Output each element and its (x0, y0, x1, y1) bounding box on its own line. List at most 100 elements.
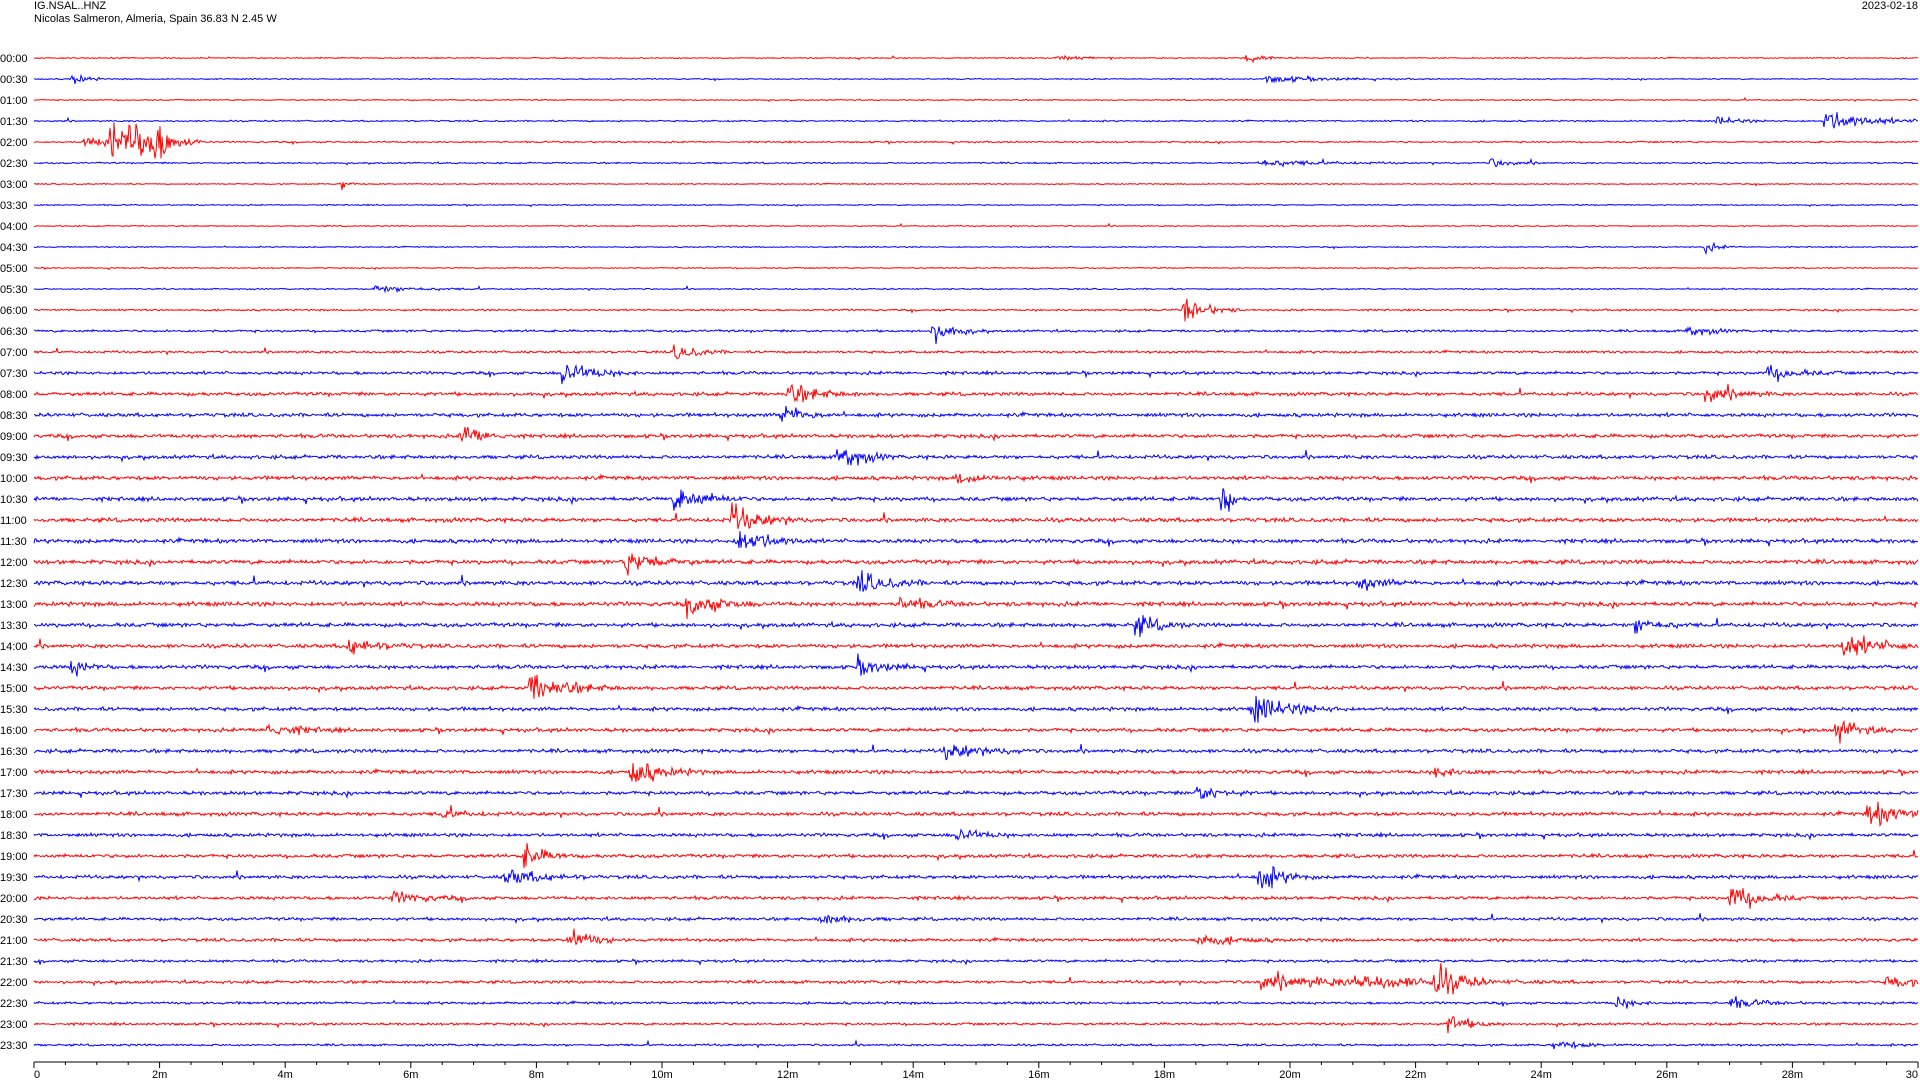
trace-row (33, 674, 1919, 699)
trace-row (33, 157, 1919, 168)
row-time-label: 23:30 (0, 1040, 28, 1052)
trace-row (33, 615, 1919, 638)
row-time-label: 06:00 (0, 305, 28, 317)
row-time-label: 16:30 (0, 746, 28, 758)
row-time-label: 01:30 (0, 116, 28, 128)
trace-row (33, 928, 1919, 946)
trace-row (33, 112, 1919, 129)
trace-row (33, 298, 1919, 322)
row-time-label: 18:30 (0, 830, 28, 842)
row-time-label: 18:00 (0, 809, 28, 821)
trace-row (33, 957, 1919, 967)
trace-row (34, 325, 1919, 345)
station-code: IG.NSAL..HNZ (34, 0, 107, 12)
x-tick-label: 30 (1906, 1069, 1918, 1080)
x-tick-label: 28m (1782, 1069, 1803, 1080)
row-time-label: 13:30 (0, 620, 28, 632)
trace-row (33, 913, 1919, 925)
trace-row (33, 744, 1918, 761)
trace-row (33, 182, 1918, 190)
row-time-label: 19:00 (0, 851, 28, 863)
trace-row (33, 963, 1919, 995)
row-time-label: 02:00 (0, 137, 28, 149)
trace-row (33, 73, 1919, 85)
row-time-label: 15:30 (0, 704, 28, 716)
row-time-label: 14:00 (0, 641, 28, 653)
row-time-label: 16:00 (0, 725, 28, 737)
trace-row (33, 843, 1918, 869)
row-time-label: 09:30 (0, 452, 28, 464)
trace-row (33, 363, 1919, 385)
trace-row (33, 241, 1918, 256)
x-tick-label: 26m (1656, 1069, 1677, 1080)
row-time-label: 12:30 (0, 578, 28, 590)
row-time-label: 01:00 (0, 95, 28, 107)
row-time-label: 10:00 (0, 473, 28, 485)
trace-row (33, 596, 1919, 619)
x-tick-label: 24m (1530, 1069, 1551, 1080)
row-time-label: 13:00 (0, 599, 28, 611)
row-time-label: 15:00 (0, 683, 28, 695)
trace-row (33, 719, 1919, 744)
trace-row (33, 54, 1918, 64)
trace-lines (33, 54, 1919, 1050)
row-time-label: 20:00 (0, 893, 28, 905)
row-time-label: 08:00 (0, 389, 28, 401)
row-time-label: 17:30 (0, 788, 28, 800)
row-time-label: 17:00 (0, 767, 28, 779)
row-time-label: 04:30 (0, 242, 28, 254)
trace-row (33, 996, 1919, 1009)
trace-row (33, 635, 1919, 656)
row-time-label: 00:00 (0, 53, 28, 65)
trace-row (33, 866, 1919, 889)
row-time-label: 22:00 (0, 977, 28, 989)
trace-row (33, 203, 1919, 208)
row-time-label: 12:00 (0, 557, 28, 569)
trace-row (33, 96, 1919, 103)
x-tick-label: 0 (34, 1069, 40, 1080)
x-tick-label: 22m (1405, 1069, 1426, 1080)
x-tick-label: 10m (651, 1069, 672, 1080)
row-time-label: 07:30 (0, 368, 28, 380)
x-tick-label: 6m (403, 1069, 418, 1080)
trace-row (33, 222, 1919, 228)
row-time-labels: 00:00 00:30 01:00 01:30 02:00 02:30 03:00 03:30… (0, 53, 28, 1052)
x-axis: 0 2m 4m 6m 8m 10m 12m 14m 16m 18m 20m 22m 24m 26m 28m 3… (33, 1061, 1919, 1080)
trace-row (33, 266, 1919, 271)
trace-row (33, 122, 1919, 159)
x-tick-label: 4m (278, 1069, 293, 1080)
row-time-label: 20:30 (0, 914, 28, 926)
row-time-label: 08:30 (0, 410, 28, 422)
row-time-label: 04:00 (0, 221, 28, 233)
row-time-label: 10:30 (0, 494, 28, 506)
trace-row (33, 344, 1919, 360)
row-time-label: 05:00 (0, 263, 28, 275)
trace-row (33, 405, 1919, 422)
trace-row (33, 383, 1919, 403)
trace-row (33, 285, 1919, 294)
trace-row (33, 449, 1919, 466)
trace-row (33, 828, 1919, 841)
trace-row (33, 888, 1919, 909)
x-tick-label: 18m (1154, 1069, 1175, 1080)
trace-row (33, 488, 1919, 512)
row-time-label: 22:30 (0, 998, 28, 1010)
trace-row (33, 1015, 1919, 1034)
trace-row (33, 801, 1919, 827)
x-tick-label: 8m (529, 1069, 544, 1080)
record-date: 2023-02-18 (1861, 0, 1918, 12)
row-time-label: 07:00 (0, 347, 28, 359)
trace-row (33, 695, 1919, 723)
x-tick-label: 2m (152, 1069, 167, 1080)
row-time-label: 00:30 (0, 74, 28, 86)
row-time-label: 09:00 (0, 431, 28, 443)
row-time-label: 05:30 (0, 284, 28, 296)
row-time-label: 02:30 (0, 158, 28, 170)
row-time-label: 06:30 (0, 326, 28, 338)
x-tick-label: 20m (1279, 1069, 1300, 1080)
station-location: Nicolas Salmeron, Almeria, Spain 36.83 N… (34, 13, 277, 25)
row-time-label: 03:00 (0, 179, 28, 191)
trace-row (33, 570, 1919, 592)
trace-row (33, 653, 1919, 677)
